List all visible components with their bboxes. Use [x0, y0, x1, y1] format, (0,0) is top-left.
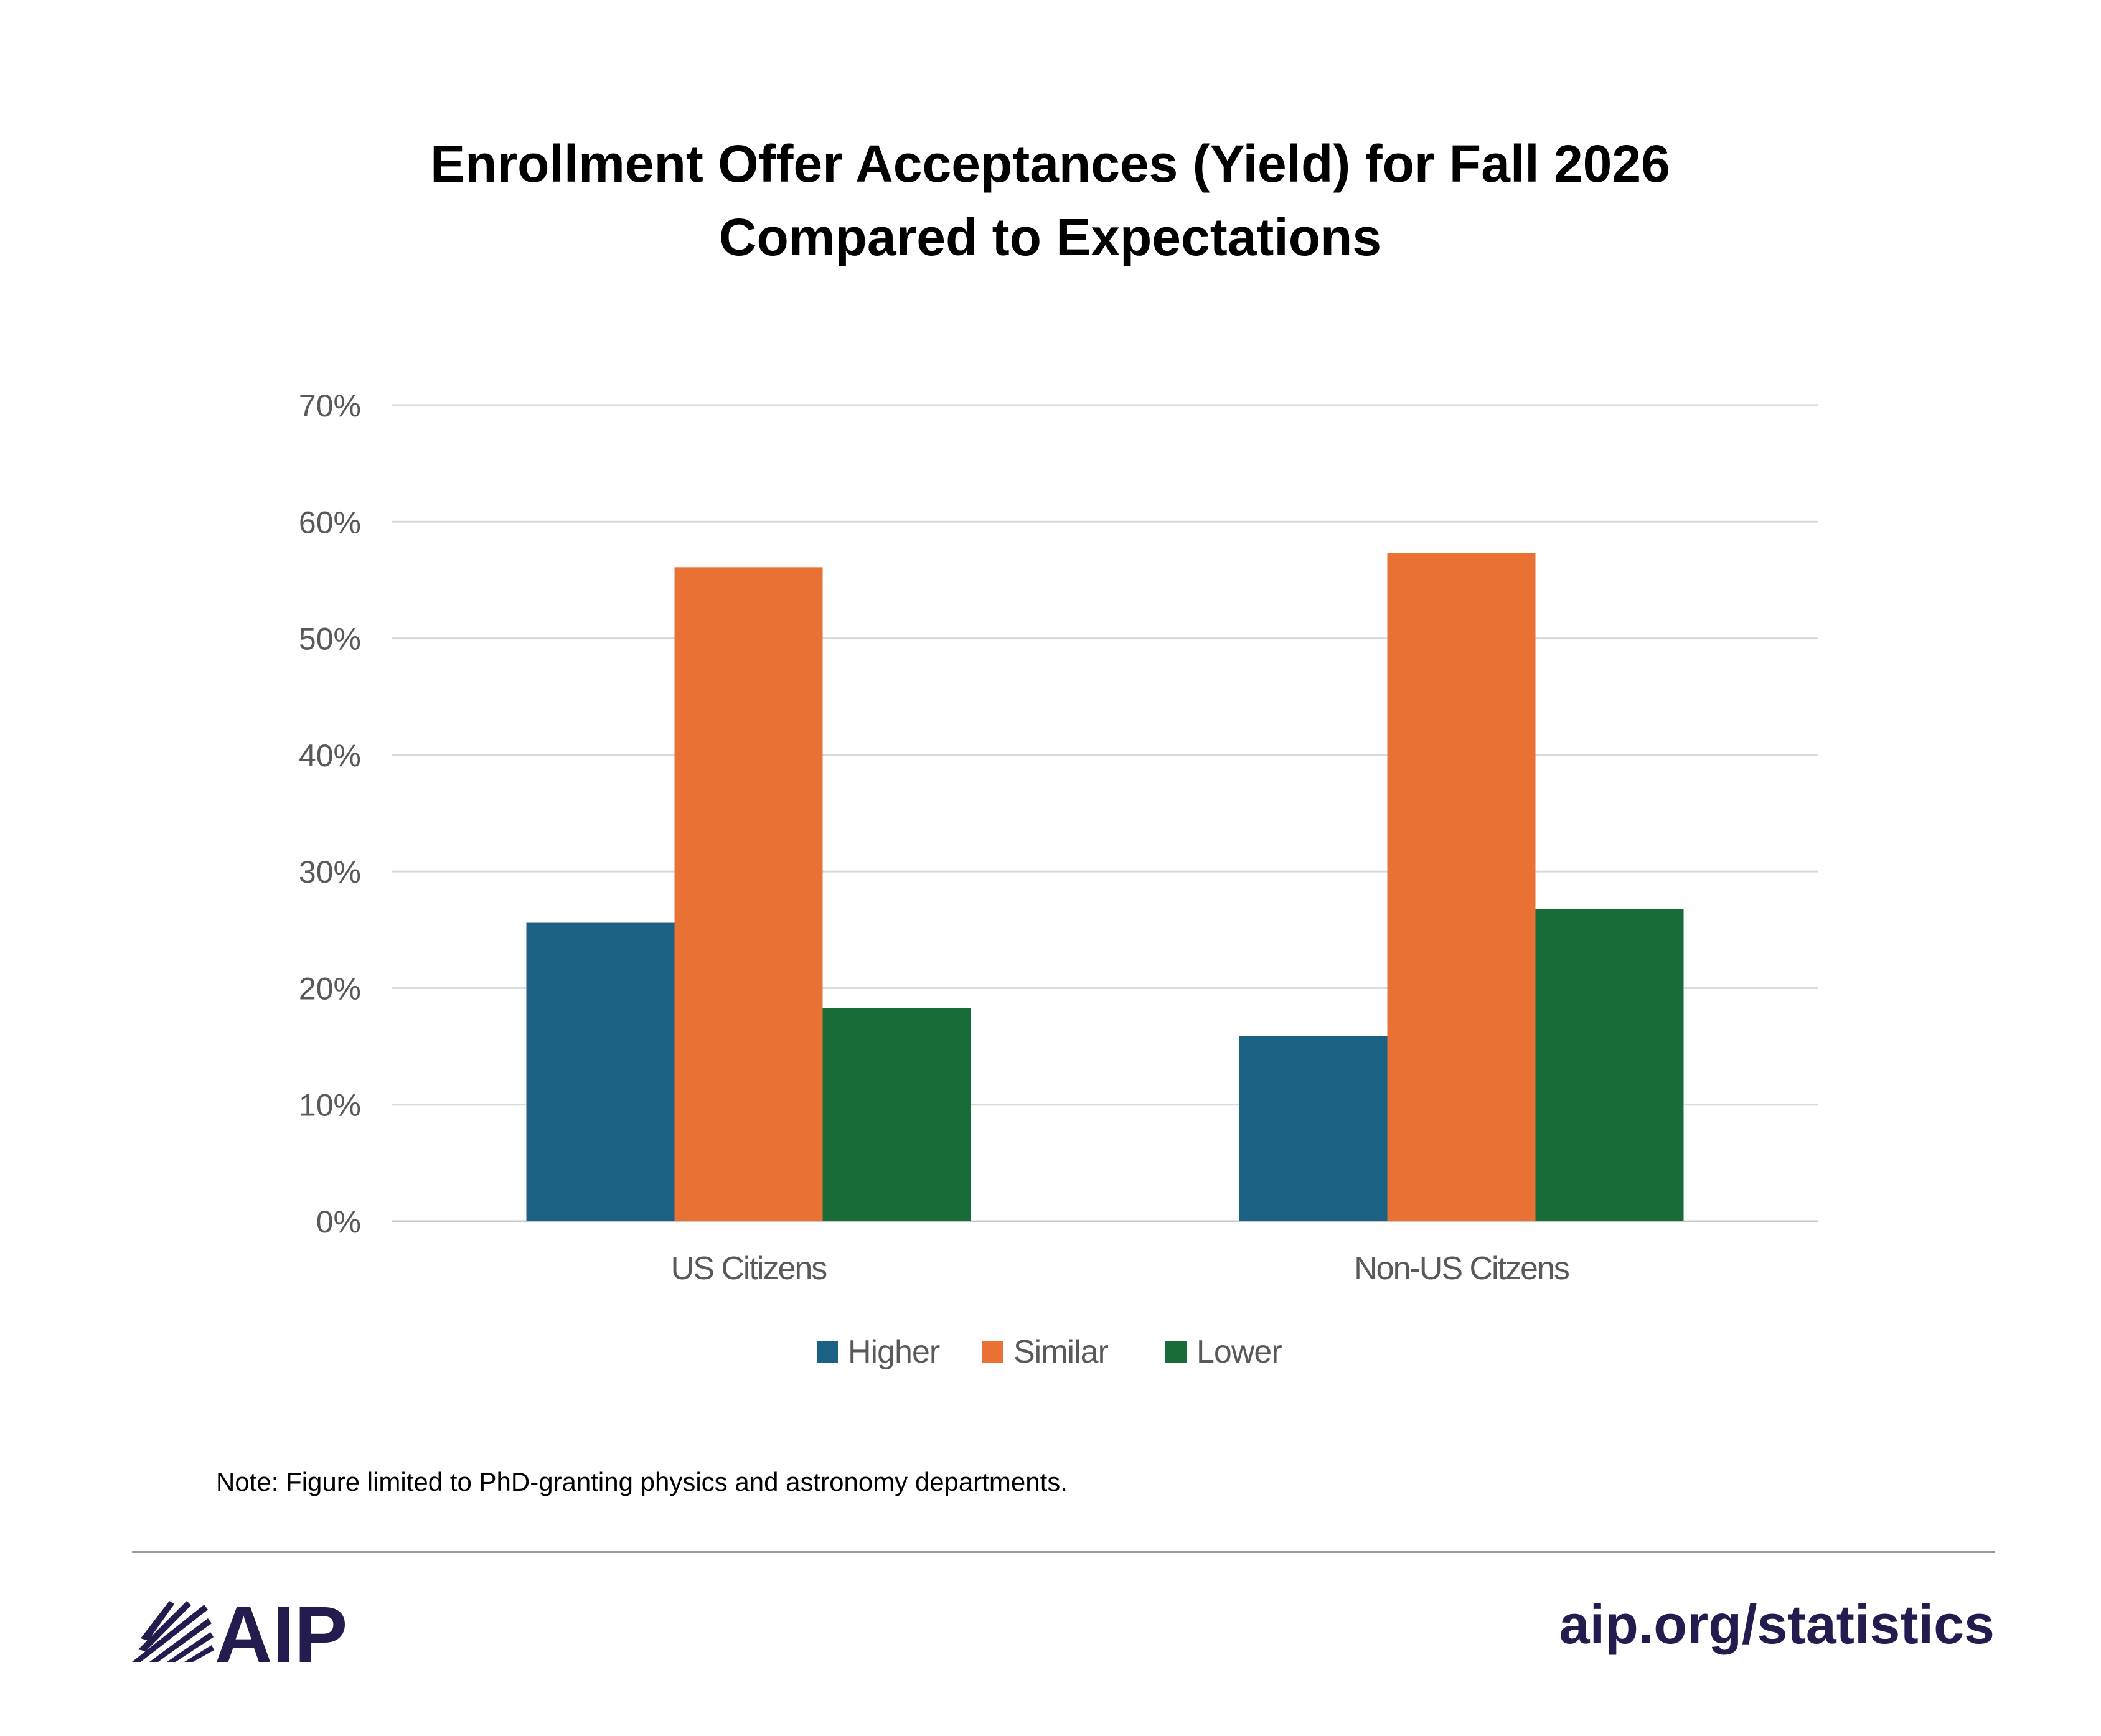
y-tick-label: 20%: [299, 971, 361, 1006]
chart-title: Enrollment Offer Acceptances (Yield) for…: [430, 134, 1670, 193]
legend-swatch-higher: [817, 1341, 838, 1363]
plot-area: 0% 10% 20% 30% 40% 50% 60% 70% US Citizens Non-US…: [299, 388, 1818, 1370]
bar-similar: [1387, 553, 1536, 1222]
legend-label-lower: Lower: [1196, 1334, 1282, 1370]
bar-higher: [1239, 1036, 1388, 1221]
aip-logo: AIP: [132, 1590, 347, 1679]
footer-url[interactable]: aip.org/statistics: [1559, 1593, 1995, 1655]
x-tick-label: Non-US Citzens: [1354, 1250, 1569, 1287]
y-tick-label: 60%: [299, 505, 361, 540]
legend-label-similar: Similar: [1013, 1334, 1109, 1370]
legend-swatch-lower: [1165, 1341, 1187, 1363]
y-tick-label: 30%: [299, 855, 361, 889]
aip-logo-text: AIP: [215, 1590, 347, 1679]
footnote: Note: Figure limited to PhD-granting phy…: [216, 1467, 1068, 1496]
aip-burst-icon: [132, 1601, 214, 1662]
y-tick-label: 40%: [299, 738, 361, 773]
bar-lower: [822, 1008, 971, 1221]
y-tick-label: 50%: [299, 622, 361, 657]
legend-swatch-similar: [982, 1341, 1003, 1363]
bar-lower: [1535, 909, 1684, 1221]
y-tick-label: 0%: [316, 1204, 361, 1239]
y-tick-label: 10%: [299, 1088, 361, 1123]
bar-similar: [674, 567, 823, 1221]
x-tick-label: US Citizens: [671, 1250, 827, 1287]
bar-higher: [526, 922, 675, 1221]
chart-subtitle: Compared to Expectations: [719, 208, 1381, 266]
y-tick-label: 70%: [299, 388, 361, 423]
legend-label-higher: Higher: [848, 1334, 940, 1370]
